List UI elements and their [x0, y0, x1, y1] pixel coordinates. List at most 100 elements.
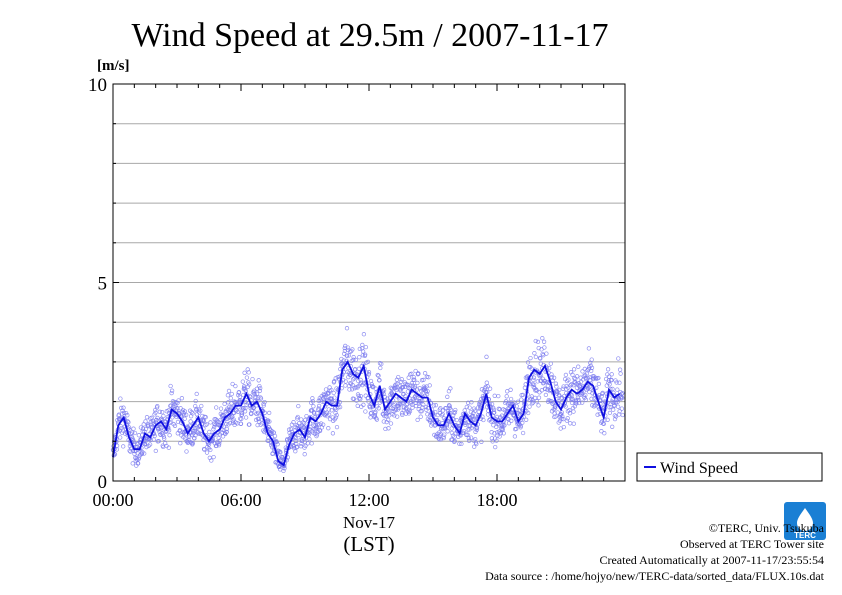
data-point	[600, 390, 605, 396]
data-point	[218, 406, 224, 411]
data-point	[400, 384, 406, 390]
legend-label: Wind Speed	[660, 460, 738, 477]
data-point	[207, 429, 212, 435]
data-point	[399, 411, 405, 416]
data-point	[601, 421, 606, 427]
data-point	[220, 434, 226, 439]
data-point	[615, 387, 620, 392]
data-point	[449, 426, 454, 431]
data-point	[534, 399, 540, 404]
data-point	[567, 411, 573, 416]
data-point	[262, 410, 267, 415]
data-point	[470, 417, 476, 422]
data-point	[245, 384, 251, 389]
data-point	[311, 404, 316, 409]
data-point	[336, 405, 341, 410]
data-point	[131, 426, 136, 431]
data-point	[176, 398, 181, 403]
data-point	[344, 326, 350, 331]
data-point	[457, 441, 462, 446]
data-point	[389, 386, 395, 391]
data-point	[316, 406, 321, 411]
data-point	[505, 389, 510, 394]
data-point	[540, 336, 545, 341]
data-point	[224, 426, 230, 432]
data-point	[299, 417, 304, 422]
data-point	[566, 377, 571, 382]
data-point	[605, 367, 611, 372]
data-point	[561, 416, 566, 422]
data-point	[326, 407, 331, 412]
data-point	[412, 384, 418, 389]
data-point	[399, 377, 404, 382]
data-point	[326, 391, 331, 396]
data-point	[559, 416, 564, 421]
data-point	[422, 371, 428, 376]
data-point	[153, 410, 158, 415]
data-point	[409, 371, 414, 376]
data-point	[442, 432, 447, 437]
data-point	[349, 387, 355, 392]
data-point	[474, 427, 479, 432]
data-point	[437, 437, 442, 442]
data-point	[494, 438, 499, 443]
data-point	[161, 434, 167, 439]
data-point	[199, 403, 204, 409]
data-point	[356, 366, 362, 371]
data-point	[405, 389, 411, 394]
data-point	[247, 422, 252, 427]
data-point	[172, 423, 178, 428]
data-point	[395, 381, 400, 387]
data-point	[484, 380, 489, 385]
data-point	[135, 441, 140, 447]
data-point	[469, 400, 474, 405]
data-point	[155, 404, 160, 409]
data-point	[610, 424, 615, 429]
data-point	[190, 411, 195, 416]
data-point	[397, 405, 402, 411]
data-point	[126, 420, 131, 425]
data-point	[448, 386, 453, 391]
data-point	[358, 377, 363, 383]
data-point	[330, 431, 336, 436]
data-point	[421, 377, 426, 383]
data-point	[481, 417, 486, 423]
data-point	[300, 438, 305, 444]
data-point	[118, 396, 123, 401]
data-point	[211, 427, 216, 432]
data-point	[491, 405, 496, 411]
data-point	[527, 404, 532, 409]
data-point	[230, 381, 235, 387]
data-point	[617, 380, 622, 385]
data-point	[602, 417, 607, 423]
data-point	[440, 408, 446, 413]
data-point	[568, 383, 573, 388]
data-point	[463, 420, 468, 425]
data-point	[520, 430, 526, 436]
data-point	[464, 404, 469, 410]
data-point	[243, 399, 248, 405]
data-point	[385, 410, 391, 416]
data-point	[468, 409, 474, 415]
data-point	[337, 404, 343, 410]
data-point	[175, 400, 180, 406]
data-point	[240, 379, 245, 384]
data-point	[233, 383, 238, 389]
data-point	[491, 407, 497, 412]
data-point	[282, 466, 287, 471]
data-point	[499, 423, 504, 428]
data-point	[452, 410, 458, 415]
data-point	[617, 367, 623, 372]
data-point	[126, 425, 132, 430]
data-point	[459, 441, 464, 447]
data-point	[533, 354, 539, 360]
data-point	[353, 357, 359, 363]
data-point	[187, 423, 192, 428]
data-point	[575, 395, 581, 400]
data-point	[361, 402, 366, 407]
data-point	[222, 401, 227, 407]
data-point	[121, 444, 126, 449]
data-point	[571, 409, 576, 414]
data-point	[448, 407, 454, 412]
data-point	[602, 431, 607, 436]
